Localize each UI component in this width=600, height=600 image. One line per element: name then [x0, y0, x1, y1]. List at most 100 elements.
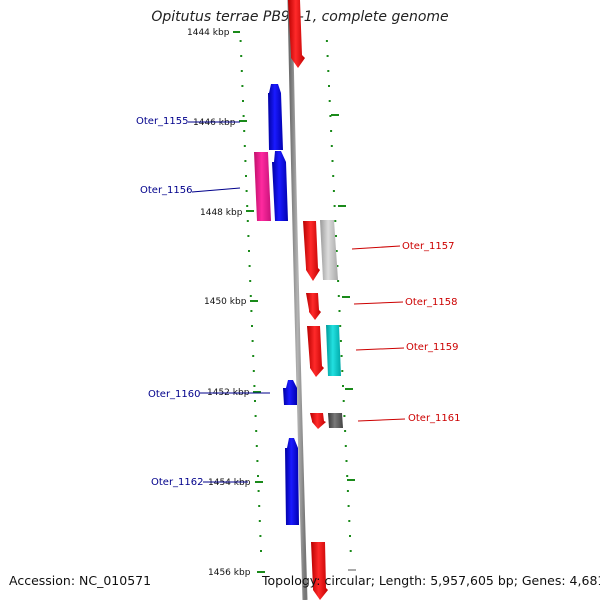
left-track-dot — [249, 295, 252, 297]
left-track-dot — [243, 130, 246, 132]
tick-label-1456: 1456 kbp — [208, 568, 251, 578]
left-track-dot — [252, 370, 255, 372]
right-track-dot — [346, 475, 349, 477]
right-track-dot — [345, 460, 348, 462]
right-track-dot — [335, 250, 338, 252]
tick-label-1450: 1450 kbp — [204, 297, 247, 307]
accession-text: Accession: NC_010571 — [9, 573, 152, 588]
locus-label-oter-1159[interactable]: Oter_1159 — [406, 342, 459, 353]
left-track-dot — [242, 100, 244, 102]
left-track-dot — [251, 340, 254, 342]
left-track-dot — [245, 190, 248, 192]
left-track-dot — [241, 85, 244, 87]
gene-features — [254, 0, 343, 600]
right-track-dot — [328, 85, 330, 87]
right-track-dot — [339, 325, 342, 327]
right-track-dot — [342, 400, 345, 402]
right-track-dot — [349, 535, 351, 537]
right-track-dot — [341, 370, 344, 372]
left-track-dot — [249, 280, 252, 282]
locus-label-oter-1157[interactable]: Oter_1157 — [402, 241, 455, 252]
feature-cyan[interactable] — [326, 325, 341, 376]
left-track-dot — [255, 430, 258, 432]
left-track-dot — [246, 205, 249, 207]
gene-oter-1160[interactable] — [283, 380, 297, 405]
left-track-dot — [240, 55, 243, 57]
gene-oter-1157[interactable] — [303, 221, 320, 281]
locus-label-oter-1162[interactable]: Oter_1162 — [151, 477, 204, 488]
right-track-dot — [330, 130, 333, 132]
locus-label-oter-1160[interactable]: Oter_1160 — [148, 389, 201, 400]
right-track-dot — [328, 100, 331, 102]
right-track-dot — [343, 415, 346, 417]
right-locus-labels: Oter_1157 Oter_1158 Oter_1159 Oter_1161 — [351, 241, 461, 424]
left-track-dot — [252, 355, 255, 357]
right-track-dot — [346, 490, 349, 492]
right-track-dot — [325, 40, 328, 42]
left-track-dot — [243, 145, 246, 147]
left-track-dot — [257, 475, 259, 477]
left-track-dot — [254, 415, 257, 417]
left-track-dot — [242, 115, 245, 117]
left-track-dot — [248, 265, 251, 267]
left-track-dot — [258, 520, 261, 522]
feature-magenta[interactable] — [254, 152, 271, 221]
gene-oter-1159[interactable] — [307, 326, 324, 377]
gene-oter-1158[interactable] — [306, 293, 321, 320]
feature-dark[interactable] — [328, 413, 343, 428]
right-track-dot — [347, 505, 350, 507]
left-track-dot — [258, 505, 261, 507]
left-track-dot — [245, 175, 247, 177]
left-locus-labels: Oter_1155 Oter_1156 Oter_1160 Oter_1162 — [136, 116, 270, 488]
right-track-dot — [344, 445, 347, 447]
right-track-dot — [340, 355, 343, 357]
locus-label-oter-1155[interactable]: Oter_1155 — [136, 116, 189, 127]
tick-label-1454: 1454 kbp — [208, 478, 251, 488]
right-track-dot — [337, 280, 340, 282]
feature-gray[interactable] — [320, 220, 338, 280]
right-track-dot — [327, 70, 330, 72]
locus-label-oter-1161[interactable]: Oter_1161 — [408, 413, 461, 424]
topology-text: Topology: circular; Length: 5,957,605 bp… — [262, 573, 600, 588]
right-track-dot — [334, 220, 337, 222]
left-track-dot — [257, 490, 260, 492]
right-track-dot — [331, 160, 334, 162]
right-track-dot — [348, 520, 351, 522]
right-dotted-track — [325, 40, 352, 552]
left-track-dot — [251, 325, 253, 327]
tick-label-1446: 1446 kbp — [193, 118, 236, 128]
left-track-dot — [246, 220, 249, 222]
right-track-dot — [344, 430, 347, 432]
locus-label-oter-1158[interactable]: Oter_1158 — [405, 297, 458, 308]
right-track-dot — [330, 145, 333, 147]
right-track-dot — [326, 55, 329, 57]
gene-oter-1162[interactable] — [285, 438, 299, 525]
left-track-dot — [247, 235, 250, 237]
left-dotted-track — [239, 40, 262, 552]
left-track-dot — [254, 400, 256, 402]
left-track-dot — [250, 310, 253, 312]
right-track-dot — [342, 385, 344, 387]
left-track-dot — [256, 460, 259, 462]
right-track-dot — [332, 175, 335, 177]
left-track-dot — [239, 40, 242, 42]
gene-oter-1156[interactable] — [272, 151, 288, 221]
left-track-dot — [260, 550, 262, 552]
right-track-dot — [338, 310, 341, 312]
right-track-dot — [335, 235, 337, 237]
gene-forward-bottom[interactable] — [311, 542, 328, 600]
right-track-dot — [336, 265, 339, 267]
left-track-dot — [255, 445, 258, 447]
gene-oter-1161[interactable] — [310, 413, 326, 429]
right-track-dot — [329, 115, 332, 117]
gene-forward-top[interactable] — [288, 0, 305, 68]
right-track-dot — [339, 340, 342, 342]
tick-label-1448: 1448 kbp — [200, 208, 243, 218]
locus-label-oter-1156[interactable]: Oter_1156 — [140, 185, 193, 196]
left-track-dot — [259, 535, 262, 537]
genome-backbone — [287, 0, 308, 600]
gene-oter-1155[interactable] — [268, 84, 283, 150]
left-track-dot — [248, 250, 250, 252]
left-track-dot — [244, 160, 247, 162]
